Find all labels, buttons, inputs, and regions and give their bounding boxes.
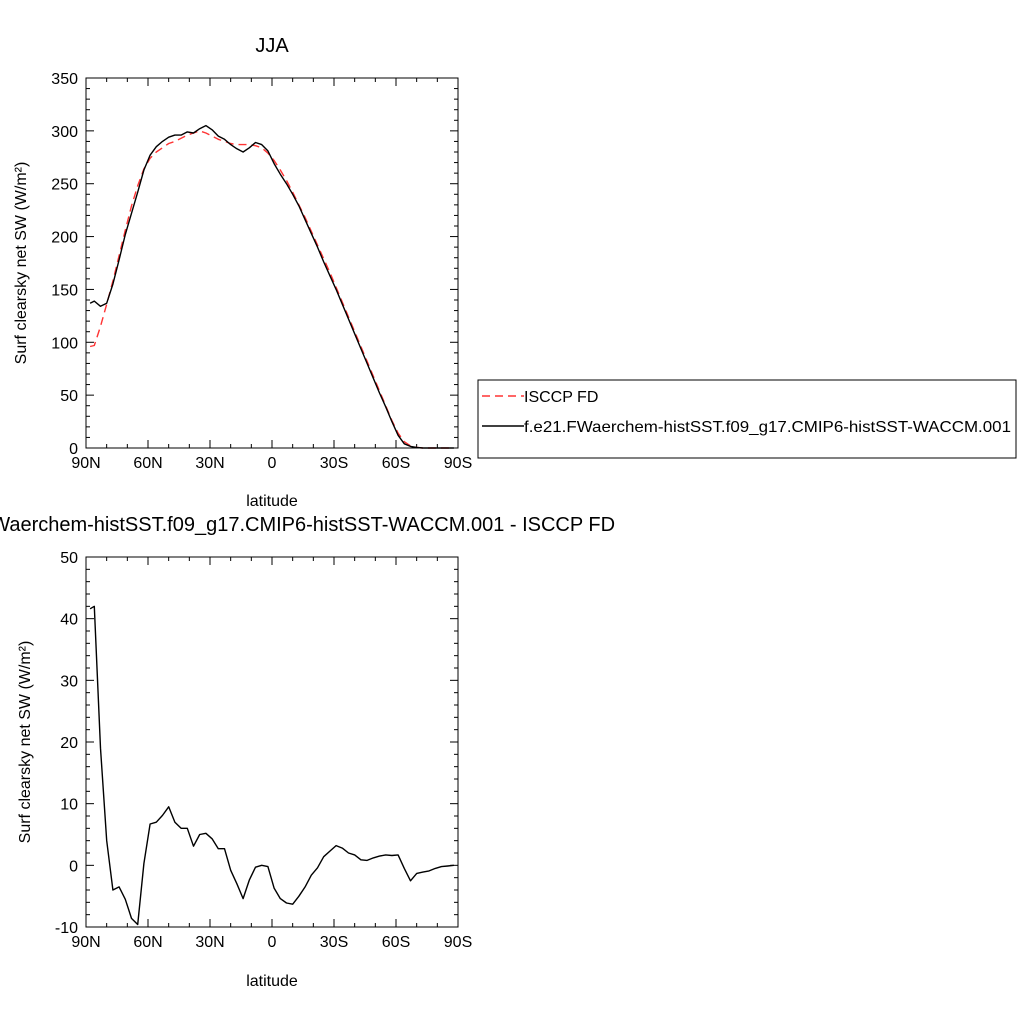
bottom-y-tick-label: 20 — [60, 735, 78, 752]
top-y-tick-label: 200 — [51, 230, 78, 247]
top-y-tick-label: 300 — [51, 124, 78, 141]
legend: ISCCP FD f.e21.FWaerchem-histSST.f09_g17… — [477, 379, 1017, 459]
top-ticks: 90N 60N 30N 0 30S 60S 90S 0 50 100 150 200 250 300 350 — [51, 71, 472, 472]
bottom-y-tick-label: 0 — [69, 858, 78, 875]
bottom-chart-title: f.e21.FWaerchem-histSST.f09_g17.CMIP6-hi… — [0, 514, 615, 536]
bottom-y-tick-label: -10 — [55, 920, 78, 937]
legend-label-model: f.e21.FWaerchem-histSST.f09_g17.CMIP6-hi… — [524, 419, 1011, 436]
top-y-tick-label: 250 — [51, 177, 78, 194]
top-y-tick-label: 100 — [51, 335, 78, 352]
bottom-y-tick-label: 30 — [60, 673, 78, 690]
top-y-tick-label: 50 — [60, 388, 78, 405]
top-y-tick-label: 0 — [69, 441, 78, 458]
bottom-y-tick-label: 10 — [60, 797, 78, 814]
bottom-series — [89, 605, 454, 926]
bottom-x-tick-label: 60N — [133, 934, 162, 951]
top-x-axis-label: latitude — [246, 493, 298, 510]
top-series-line-1 — [89, 124, 454, 449]
top-panel: JJA latitude Surf clearsky net SW (W/m²)… — [13, 35, 472, 510]
bottom-series-line-0 — [89, 605, 454, 926]
top-series-line-0 — [89, 130, 454, 449]
top-x-tick-label: 0 — [268, 455, 277, 472]
bottom-x-tick-label: 90S — [444, 934, 472, 951]
top-x-tick-label: 60S — [382, 455, 410, 472]
top-chart-title: JJA — [255, 35, 289, 57]
bottom-x-tick-label: 30N — [195, 934, 224, 951]
bottom-x-tick-label: 60S — [382, 934, 410, 951]
top-x-tick-label: 90N — [71, 455, 100, 472]
top-x-tick-label: 30N — [195, 455, 224, 472]
top-x-tick-label: 30S — [320, 455, 348, 472]
bottom-x-tick-label: 0 — [268, 934, 277, 951]
bottom-y-axis-label: Surf clearsky net SW (W/m²) — [17, 641, 34, 844]
bottom-y-tick-label: 50 — [60, 550, 78, 567]
bottom-plot-frame — [85, 556, 459, 928]
bottom-x-tick-label: 30S — [320, 934, 348, 951]
top-series — [89, 124, 454, 449]
legend-box — [477, 379, 1017, 459]
bottom-panel: f.e21.FWaerchem-histSST.f09_g17.CMIP6-hi… — [0, 514, 615, 990]
bottom-y-tick-label: 40 — [60, 612, 78, 629]
top-y-tick-label: 150 — [51, 282, 78, 299]
bottom-ticks: 90N 60N 30N 0 30S 60S 90S -10 0 10 20 30 40 50 — [55, 550, 472, 951]
legend-label-isccp: ISCCP FD — [524, 389, 598, 406]
top-y-axis-label: Surf clearsky net SW (W/m²) — [13, 162, 30, 365]
top-plot-frame — [85, 77, 459, 449]
top-x-tick-label: 90S — [444, 455, 472, 472]
top-x-tick-label: 60N — [133, 455, 162, 472]
bottom-x-axis-label: latitude — [246, 973, 298, 990]
top-y-tick-label: 350 — [51, 71, 78, 88]
bottom-x-tick-label: 90N — [71, 934, 100, 951]
